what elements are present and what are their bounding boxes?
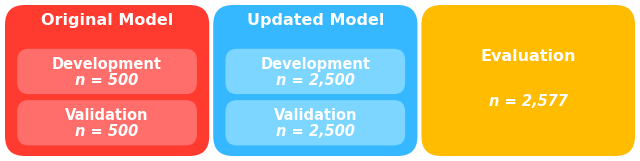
FancyBboxPatch shape (225, 100, 405, 145)
Text: Updated Model: Updated Model (246, 13, 384, 28)
Text: Original Model: Original Model (41, 13, 173, 28)
Text: Validation: Validation (273, 109, 357, 123)
FancyBboxPatch shape (422, 5, 635, 156)
Text: n = 2,500: n = 2,500 (276, 124, 355, 139)
Text: n = 2,577: n = 2,577 (489, 94, 568, 109)
Text: Validation: Validation (65, 109, 149, 123)
Text: Development: Development (52, 57, 162, 72)
FancyBboxPatch shape (5, 5, 209, 156)
FancyBboxPatch shape (17, 100, 197, 145)
Text: Evaluation: Evaluation (481, 49, 576, 64)
Text: n = 500: n = 500 (76, 124, 139, 139)
FancyBboxPatch shape (225, 49, 405, 94)
Text: Development: Development (260, 57, 371, 72)
FancyBboxPatch shape (213, 5, 417, 156)
Text: n = 500: n = 500 (76, 73, 139, 88)
Text: n = 2,500: n = 2,500 (276, 73, 355, 88)
FancyBboxPatch shape (17, 49, 197, 94)
